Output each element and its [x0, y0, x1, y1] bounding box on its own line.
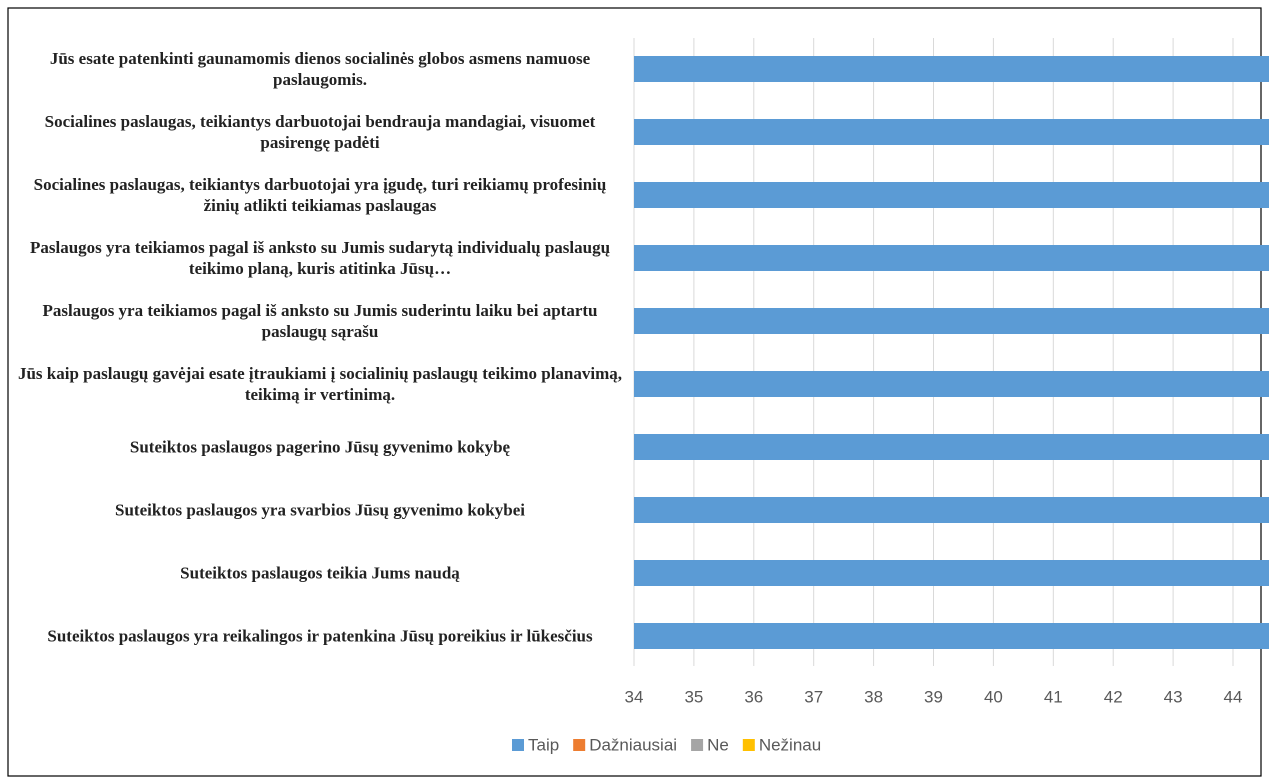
x-tick-label: 43: [1164, 687, 1183, 706]
x-tick-label: 41: [1044, 687, 1063, 706]
category-label: Jūs kaip paslaugų gavėjai esate įtraukia…: [17, 364, 623, 404]
legend-swatch: [573, 739, 586, 751]
x-tick-label: 44: [1224, 687, 1243, 706]
x-tick-label: 34: [625, 687, 644, 706]
category-label: Jūs esate patenkinti gaunamomis dienos s…: [49, 49, 591, 89]
x-tick-label: 42: [1104, 687, 1123, 706]
x-tick-label: 37: [804, 687, 823, 706]
x-tick-label: 36: [744, 687, 763, 706]
category-label: Suteiktos paslaugos pagerino Jūsų gyveni…: [129, 437, 511, 457]
legend-swatch: [742, 739, 755, 751]
bar-segment: [634, 497, 1269, 523]
bar-segment: [634, 245, 1269, 271]
bar-segment: [634, 56, 1269, 82]
category-label: Suteiktos paslaugos yra svarbios Jūsų gy…: [115, 500, 525, 520]
legend-label: Ne: [707, 735, 729, 754]
x-tick-label: 40: [984, 687, 1003, 706]
legend-label: Dažniausiai: [589, 735, 677, 754]
category-label: Suteiktos paslaugos teikia Jums naudą: [180, 563, 460, 583]
bar-segment: [634, 371, 1269, 397]
legend-swatch: [512, 739, 524, 751]
bar-segment: [634, 623, 1269, 649]
bar-segment: [634, 119, 1269, 145]
bar-segment: [634, 434, 1269, 460]
legend-label: Nežinau: [759, 735, 821, 754]
legend-swatch: [691, 739, 704, 751]
category-label: Paslaugos yra teikiamos pagal iš anksto …: [42, 301, 598, 341]
x-tick-label: 39: [924, 687, 943, 706]
legend-label: Taip: [528, 735, 559, 754]
bar-segment: [634, 182, 1269, 208]
category-label: Socialines paslaugas, teikiantys darbuot…: [33, 175, 607, 215]
bar-segment: [634, 560, 1269, 586]
bar-segment: [634, 308, 1269, 334]
category-label: Paslaugos yra teikiamos pagal iš anksto …: [29, 238, 611, 278]
x-tick-label: 35: [684, 687, 703, 706]
x-tick-label: 38: [864, 687, 883, 706]
category-label: Suteiktos paslaugos yra reikalingos ir p…: [47, 626, 593, 646]
category-label: Socialines paslaugas, teikiantys darbuot…: [44, 112, 596, 152]
